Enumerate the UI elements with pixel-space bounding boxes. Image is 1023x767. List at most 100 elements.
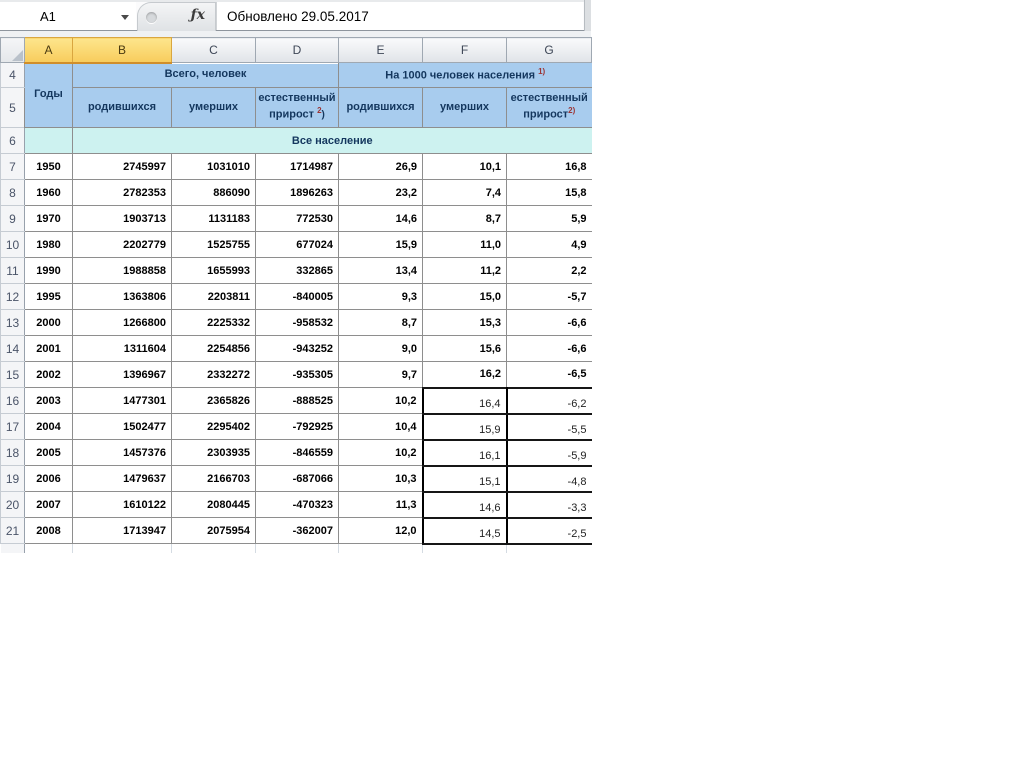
cell-born-per1000[interactable]: 8,7 [338, 309, 423, 336]
cell-year[interactable]: 2002 [24, 361, 73, 388]
cell-natural-total[interactable]: -943252 [255, 335, 339, 362]
cell-died-total[interactable]: 2254856 [171, 335, 256, 362]
cell-natural-header[interactable]: естественный прирост2) [506, 87, 592, 128]
cell-born-per1000[interactable]: 10,3 [338, 465, 423, 492]
cell-natural-total[interactable]: -470323 [255, 491, 339, 518]
column-header-f[interactable]: F [422, 37, 507, 63]
cell-natural-per1000[interactable]: -3,3 [506, 490, 592, 519]
row-number[interactable]: 19 [0, 465, 25, 492]
row-number[interactable]: 7 [0, 153, 25, 180]
cell-born-total[interactable]: 2202779 [72, 231, 172, 258]
row-number[interactable]: 15 [0, 361, 25, 388]
cell-died-header[interactable]: умерших [422, 87, 507, 128]
cell-born-per1000[interactable]: 9,7 [338, 361, 423, 388]
cell-died-total[interactable]: 1525755 [171, 231, 256, 258]
cell-born-total[interactable]: 1479637 [72, 465, 172, 492]
row-number[interactable]: 6 [0, 127, 25, 154]
cell-year[interactable]: 2006 [24, 465, 73, 492]
cell-born-total[interactable]: 1457376 [72, 439, 172, 466]
cell-died-total[interactable]: 2080445 [171, 491, 256, 518]
row-number[interactable]: 12 [0, 283, 25, 310]
cell-died-total[interactable]: 2332272 [171, 361, 256, 388]
cell-born-header[interactable]: родившихся [72, 87, 172, 128]
cell-died-total[interactable]: 1131183 [171, 205, 256, 232]
cell-born-total[interactable]: 2745997 [72, 153, 172, 180]
cell-born-per1000[interactable]: 9,0 [338, 335, 423, 362]
cell-year[interactable]: 1970 [24, 205, 73, 232]
cell-died-per1000[interactable]: 14,6 [421, 490, 508, 519]
column-header-c[interactable]: C [171, 37, 256, 63]
row-number[interactable] [0, 543, 25, 553]
row-number[interactable]: 14 [0, 335, 25, 362]
cell-year[interactable]: 1990 [24, 257, 73, 284]
cell-died-per1000[interactable]: 8,7 [422, 205, 507, 232]
cell-died-per1000[interactable]: 15,0 [422, 283, 507, 310]
cell-born-per1000[interactable]: 12,0 [338, 517, 423, 544]
cell-died-per1000[interactable]: 11,0 [422, 231, 507, 258]
cell-born-per1000[interactable]: 10,2 [338, 439, 423, 466]
cell-natural-per1000[interactable]: 4,9 [506, 231, 592, 258]
cell-died-total[interactable]: 2166703 [171, 465, 256, 492]
cell-died-per1000[interactable]: 15,9 [421, 412, 508, 441]
column-header-e[interactable]: E [338, 37, 423, 63]
formula-input[interactable]: Обновлено 29.05.2017 [216, 2, 583, 30]
row-number[interactable]: 9 [0, 205, 25, 232]
insert-function-area[interactable]: ƒx [137, 2, 216, 31]
row-number[interactable]: 8 [0, 179, 25, 206]
cell-died-per1000[interactable]: 15,6 [422, 335, 507, 362]
cell-born-total[interactable]: 1610122 [72, 491, 172, 518]
cell-empty[interactable] [255, 543, 339, 553]
row-number[interactable]: 10 [0, 231, 25, 258]
column-header-b[interactable]: B [72, 37, 172, 64]
cell-born-total[interactable]: 1713947 [72, 517, 172, 544]
row-number[interactable]: 16 [0, 387, 25, 414]
cell-year[interactable]: 1960 [24, 179, 73, 206]
cell-per1000-group-header[interactable]: На 1000 человек населения 1) [338, 62, 592, 88]
cell-born-per1000[interactable]: 10,4 [338, 413, 423, 440]
cell-natural-per1000[interactable]: 5,9 [506, 205, 592, 232]
cell-natural-total[interactable]: -958532 [255, 309, 339, 336]
cell-empty[interactable] [24, 543, 73, 553]
cell-natural-per1000[interactable]: -4,8 [506, 464, 592, 493]
select-all-corner[interactable] [0, 37, 25, 63]
cell-year[interactable]: 2003 [24, 387, 73, 414]
cell-natural-total[interactable]: -792925 [255, 413, 339, 440]
cell-year[interactable]: 1950 [24, 153, 73, 180]
cell-natural-total[interactable]: 772530 [255, 205, 339, 232]
row-number[interactable]: 17 [0, 413, 25, 440]
cell-born-total[interactable]: 1311604 [72, 335, 172, 362]
cell-empty[interactable] [422, 543, 507, 553]
cell-died-per1000[interactable]: 15,3 [422, 309, 507, 336]
row-number[interactable]: 21 [0, 517, 25, 544]
cell-born-total[interactable]: 1477301 [72, 387, 172, 414]
row-number[interactable]: 13 [0, 309, 25, 336]
cell-born-total[interactable]: 1363806 [72, 283, 172, 310]
cell-born-per1000[interactable]: 10,2 [338, 387, 423, 414]
cell-died-total[interactable]: 2225332 [171, 309, 256, 336]
cell-born-total[interactable]: 1396967 [72, 361, 172, 388]
cell-born-total[interactable]: 1988858 [72, 257, 172, 284]
row-number[interactable]: 5 [0, 87, 25, 128]
cell-died-per1000[interactable]: 15,1 [421, 464, 508, 493]
cell-empty[interactable] [24, 127, 73, 154]
cell-died-per1000[interactable]: 16,2 [422, 361, 507, 388]
row-number[interactable]: 4 [0, 62, 25, 88]
cell-year[interactable]: 2004 [24, 413, 73, 440]
cell-died-per1000[interactable]: 10,1 [422, 153, 507, 180]
cell-natural-total[interactable]: -935305 [255, 361, 339, 388]
cell-all-population-band[interactable]: Все население [72, 127, 592, 154]
cell-year[interactable]: 2005 [24, 439, 73, 466]
cell-natural-total[interactable]: -840005 [255, 283, 339, 310]
cell-year[interactable]: 2000 [24, 309, 73, 336]
cell-year[interactable]: 1995 [24, 283, 73, 310]
column-header-a[interactable]: A [24, 37, 73, 64]
fx-icon[interactable]: ƒx [190, 7, 205, 23]
cell-born-total[interactable]: 2782353 [72, 179, 172, 206]
column-header-g[interactable]: G [506, 37, 592, 63]
cell-born-per1000[interactable]: 14,6 [338, 205, 423, 232]
cell-empty[interactable] [338, 543, 423, 553]
cell-born-per1000[interactable]: 15,9 [338, 231, 423, 258]
cell-born-per1000[interactable]: 11,3 [338, 491, 423, 518]
cell-died-per1000[interactable]: 16,4 [421, 386, 508, 415]
cell-born-total[interactable]: 1903713 [72, 205, 172, 232]
